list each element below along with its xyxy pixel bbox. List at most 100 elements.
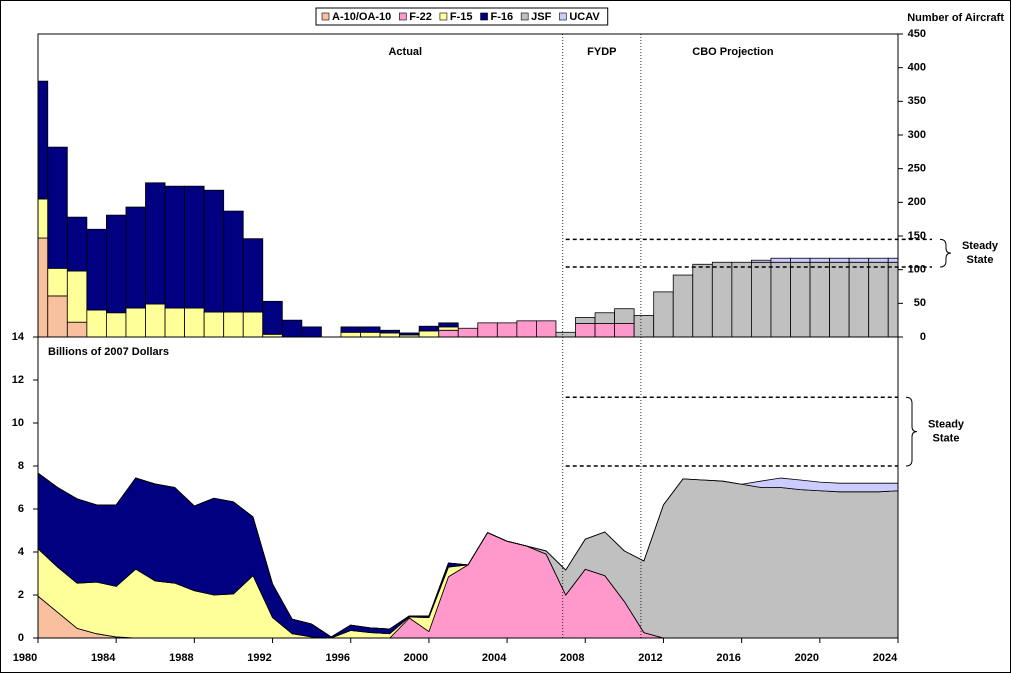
bar-segment (751, 259, 772, 263)
bar-segment (281, 319, 303, 337)
bar-segment (145, 182, 166, 305)
x-tick-label: 2000 (404, 652, 428, 664)
areas (38, 472, 898, 638)
y-tick-label: 50 (914, 297, 926, 309)
bar-segment (477, 322, 498, 337)
bar-segment (184, 185, 205, 309)
bar-segment (203, 311, 225, 337)
bar-segment (614, 308, 635, 324)
x-tick-label: 1992 (247, 652, 271, 664)
period-label: FYDP (587, 46, 616, 58)
bar-segment (496, 322, 518, 337)
bar-segment (418, 330, 440, 337)
bar-segment (86, 228, 107, 311)
period-label: Actual (388, 46, 422, 58)
bar-segment (633, 315, 655, 337)
legend-swatch (398, 12, 407, 21)
y-axis-label: Number of Aircraft (907, 12, 1004, 24)
x-tick-label: 1980 (13, 652, 37, 664)
bar-segment (457, 327, 479, 337)
x-tick-label: 1988 (169, 652, 193, 664)
bar-segment (848, 261, 870, 337)
legend-label: UCAV (569, 11, 600, 23)
x-tick-label: 2004 (482, 652, 507, 664)
legend-swatch (439, 12, 448, 21)
bar-segment (790, 261, 811, 337)
y-tick-label: 300 (908, 129, 926, 141)
bar-segment (47, 146, 68, 269)
y-tick-label: 450 (908, 28, 926, 40)
y-tick-label: 100 (908, 264, 926, 276)
legend: A-10/OA-10 F-22 F-15 F-16 JSF UCAV (315, 7, 609, 26)
bar-segment (164, 307, 185, 337)
bar-segment (47, 267, 68, 297)
bar-segment (614, 323, 635, 337)
legend-label: F-15 (450, 11, 473, 23)
plot-frame (37, 336, 899, 639)
bar-segment (575, 323, 596, 337)
bar-segment (379, 332, 400, 337)
bar-segment (516, 320, 537, 337)
bar-segment (575, 317, 596, 324)
bar-segment (868, 257, 889, 263)
bar-segment (340, 326, 361, 333)
y-tick-label: 2 (18, 589, 24, 601)
legend-swatch (321, 12, 330, 21)
bar-segment (672, 274, 694, 337)
bar-segment (125, 307, 146, 337)
bar-segment (262, 300, 283, 335)
legend-label: F-16 (491, 11, 514, 23)
bar-segment (340, 331, 361, 337)
bar-segment (770, 257, 791, 263)
bar-segment (66, 321, 88, 337)
bar-segment (223, 311, 244, 337)
bar-segment (66, 270, 88, 323)
legend-box (315, 7, 609, 26)
bar-segment (770, 261, 791, 337)
bar-segment (751, 261, 772, 337)
bar-segment (242, 311, 264, 337)
bar-segment (692, 263, 713, 337)
bar-segment (184, 307, 205, 337)
bar-segment (555, 331, 576, 337)
legend-label: F-22 (409, 11, 432, 23)
period-label: CBO Projection (692, 46, 774, 58)
brace (905, 396, 918, 467)
x-tick-label: 1996 (325, 652, 349, 664)
y-tick-label: 250 (908, 163, 926, 175)
bar-segment (379, 329, 400, 334)
bar-segment (106, 312, 127, 337)
bar-segment (66, 216, 88, 272)
bar-segment (301, 326, 322, 337)
steady-state-label: Steady State (962, 240, 999, 266)
bar-segment (809, 261, 830, 337)
x-tick-label: 2016 (716, 652, 740, 664)
y-tick-label: 0 (920, 331, 926, 343)
bar-segment (438, 329, 459, 337)
bar-segment (125, 206, 146, 309)
bar-segment (536, 320, 557, 337)
legend-swatch (559, 12, 567, 21)
x-tick-label: 2020 (795, 652, 819, 664)
bar-segment (399, 332, 420, 336)
bar-segment (848, 257, 870, 263)
bar-segment (653, 291, 674, 337)
y-tick-label: 400 (908, 62, 926, 74)
bar-segment (203, 189, 225, 313)
y-tick-label: 14 (12, 331, 25, 343)
bar-segment (360, 326, 381, 333)
bar-segment (594, 323, 615, 337)
x-tick-label: 2012 (638, 652, 662, 664)
bar-segment (38, 80, 49, 200)
bar-segment (829, 257, 850, 263)
x-tick-label: 2008 (560, 652, 584, 664)
bar-segment (223, 210, 244, 313)
bar-segment (47, 295, 68, 337)
area (38, 472, 898, 638)
bar-segment (418, 325, 440, 332)
bar-segment (711, 261, 733, 337)
bar-segment (438, 322, 459, 328)
bar-segment (86, 309, 107, 337)
bar-segment (164, 185, 185, 309)
